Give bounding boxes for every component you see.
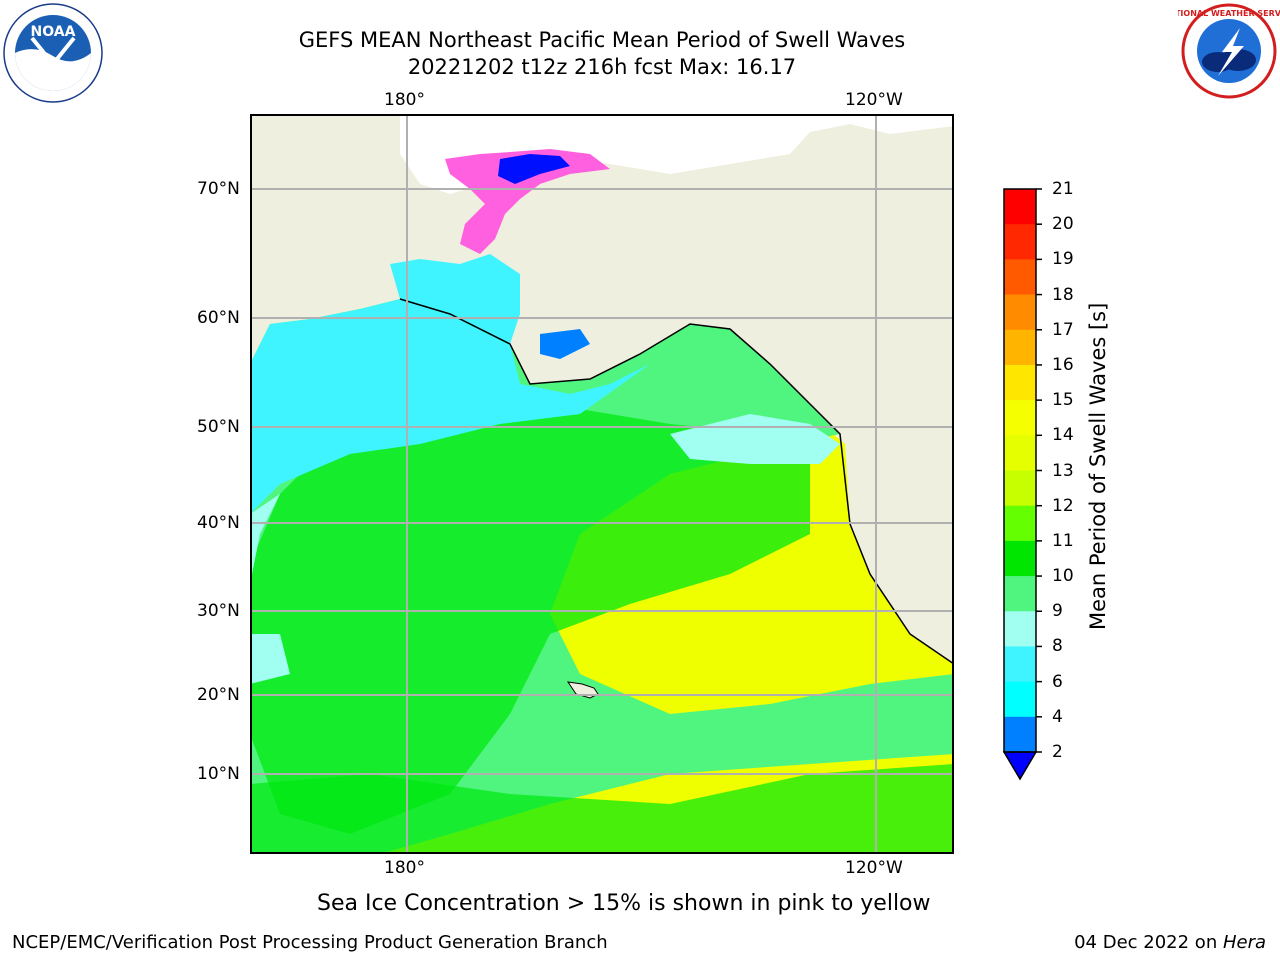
lat-label-70n: 70°N [197,179,240,199]
lat-label-40n: 40°N [197,513,240,533]
colorbar-under-triangle [1002,751,1038,781]
colorbar-swatch [1004,294,1036,331]
ocean-lightcyan-sw [250,634,290,684]
colorbar-swatch [1004,259,1036,296]
colorbar-tick-label: 6 [1052,671,1063,692]
footer-host: Hera [1222,932,1266,953]
ocean-lightcyan-west [250,494,280,584]
coastline [399,298,954,665]
arctic-ocean [400,114,954,194]
colorbar-swatch [1004,329,1036,366]
chart-subtitle: 20221202 t12z 216h fcst Max: 16.17 [407,55,797,79]
bristol-bay [540,329,590,359]
colorbar-swatch [1004,364,1036,401]
ocean-green-dark [250,404,810,834]
colorbar-label: Mean Period of Swell Waves [s] [1086,302,1110,630]
sea-ice-blue [498,154,570,184]
graticule [250,114,954,854]
colorbar-tick-label: 16 [1052,354,1074,375]
chart-title: GEFS MEAN Northeast Pacific Mean Period … [298,28,906,52]
ocean-green-south [250,764,954,854]
colorbar-tick-label: 17 [1052,319,1074,340]
lat-label-10n: 10°N [197,764,240,784]
colorbar-tick-label: 13 [1052,460,1074,481]
colorbar-tick-label: 12 [1052,495,1074,516]
colorbar-tick-label: 15 [1052,390,1074,411]
noaa-logo-icon: NOAA [3,3,103,103]
lon-label-bottom-120w: 120°W [845,858,903,878]
colorbar-tick-label: 2 [1052,742,1063,762]
sea-ice-note: Sea Ice Concentration > 15% is shown in … [317,891,931,916]
colorbar-swatch [1004,505,1036,542]
colorbar-tick-label: 11 [1052,530,1074,551]
colorbar-tick-label: 10 [1052,566,1074,587]
colorbar-swatch [1004,540,1036,577]
colorbar-swatch [1004,716,1036,753]
colorbar-tick-label: 21 [1052,179,1074,199]
colorbar-swatch [1004,646,1036,683]
colorbar-tick-label: 4 [1052,706,1063,727]
lat-label-50n: 50°N [197,417,240,437]
footer-date: 04 Dec 2022 on Hera [1074,932,1266,954]
colorbar-swatch [1004,576,1036,612]
colorbar-tick-label: 20 [1052,214,1074,235]
colorbar-swatch [1004,681,1036,718]
colorbar-swatch [1004,470,1036,507]
colorbar-swatch [1004,435,1036,471]
bering-sea [390,254,520,344]
swell-period-map[interactable] [250,114,954,854]
colorbar-swatch [1004,400,1036,436]
lon-label-top-180: 180° [384,90,425,110]
footer-credit: NCEP/EMC/Verification Post Processing Pr… [12,932,608,953]
colorbar-swatch [1004,611,1036,647]
nws-logo-text: NATIONAL WEATHER SERVICE [1178,9,1280,18]
colorbar-swatch [1004,224,1036,260]
footer-date-text: 04 Dec 2022 on [1074,932,1223,953]
colorbar-swatch [1004,189,1036,225]
lat-label-20n: 20°N [197,685,240,705]
colorbar [1002,188,1042,781]
colorbar-tick-label: 8 [1052,636,1063,657]
lon-label-bottom-180: 180° [384,858,425,878]
colorbar-tick-label: 14 [1052,425,1074,446]
lat-label-60n: 60°N [197,308,240,328]
map-frame [250,114,954,854]
lon-label-top-120w: 120°W [845,90,903,110]
noaa-logo-text: NOAA [31,24,76,40]
sea-ice-pink [445,149,610,254]
colorbar-tick-label: 18 [1052,284,1074,305]
nws-logo-icon: NATIONAL WEATHER SERVICE [1178,3,1280,99]
ocean-cyan [250,299,650,514]
lat-label-30n: 30°N [197,601,240,621]
colorbar-tick-label: 19 [1052,249,1074,270]
colorbar-tick-label: 9 [1052,601,1063,622]
